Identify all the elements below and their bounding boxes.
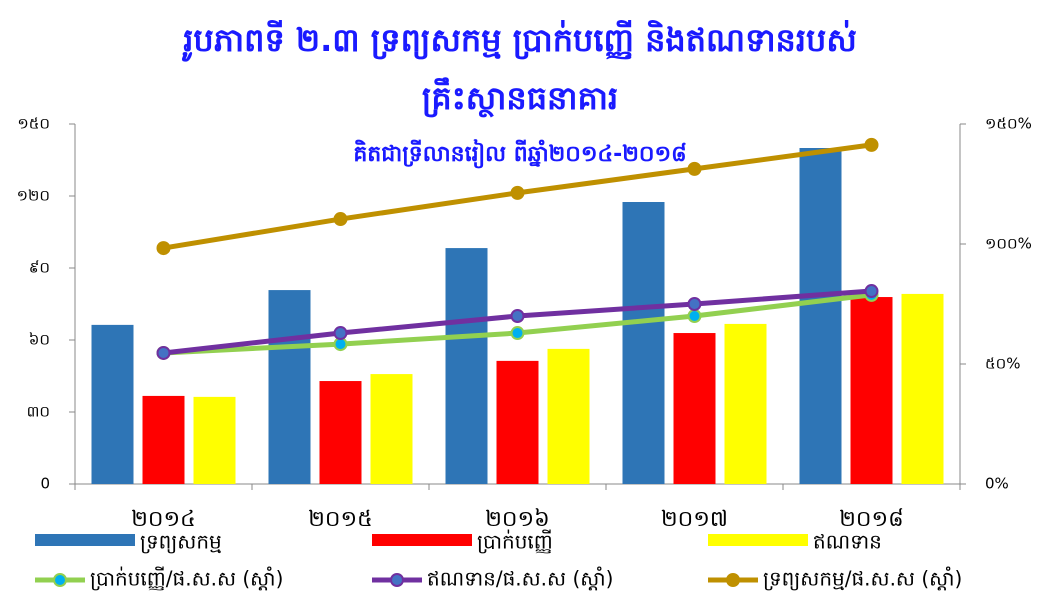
bar xyxy=(673,333,716,484)
line-marker xyxy=(864,137,879,152)
bar xyxy=(370,374,413,484)
y-tick-label: ១២០ xyxy=(17,187,50,205)
chart-title-line2: គ្រឹះស្ថានធនាគារ xyxy=(422,77,618,118)
y-tick-label: 0 xyxy=(40,475,50,493)
line-marker xyxy=(333,212,348,227)
legend-marker xyxy=(726,573,740,587)
legend-swatch xyxy=(35,534,135,546)
bar xyxy=(91,324,134,484)
legend-label: ឥណទាន/ផ.ស.ស (ស្តាំ) xyxy=(427,566,613,591)
bar xyxy=(319,381,362,484)
bar xyxy=(799,148,842,484)
line-marker xyxy=(510,326,525,341)
bar xyxy=(142,395,185,484)
line-marker xyxy=(687,161,702,176)
x-tick-label: ២០១៥ xyxy=(308,507,372,532)
y-tick-label: ៩០ xyxy=(29,259,50,277)
y-tick-label: ១៥០ xyxy=(17,115,50,133)
bar xyxy=(724,323,767,484)
line-marker xyxy=(864,284,879,299)
legend-marker xyxy=(390,573,404,587)
bar xyxy=(547,348,590,484)
bar xyxy=(850,297,893,484)
line-marker xyxy=(687,297,702,311)
line-marker xyxy=(510,309,525,323)
chart-subtitle: គិតជាទ្រីលានរៀល ពីឆ្នាំ២០១៤-២០១៨ xyxy=(353,139,686,169)
chart-title: រូបភាពទី ២.៣ ទ្រព្យសកម្ម ប្រាក់បញ្ញើ និង… xyxy=(181,20,856,62)
line-marker xyxy=(510,185,525,200)
legend-label: ប្រាក់បញ្ញើ xyxy=(477,529,553,554)
x-tick-label: ២០១៨ xyxy=(839,507,903,532)
x-tick-label: ២០១៦ xyxy=(485,507,549,532)
y-tick-label: ៣០ xyxy=(27,403,50,421)
bar xyxy=(622,202,665,484)
x-tick-label: ២០១៧ xyxy=(661,507,728,532)
line-marker xyxy=(687,309,702,323)
x-tick-label: ២០១៤ xyxy=(131,507,195,532)
y2-tick-label: 0% xyxy=(985,475,1009,493)
bar xyxy=(901,293,944,484)
line-marker xyxy=(333,326,348,341)
bar xyxy=(496,360,539,484)
bar xyxy=(268,290,311,484)
line-marker xyxy=(156,345,171,360)
line-marker xyxy=(156,241,171,256)
legend-label: ឥណទាន xyxy=(813,530,882,554)
legend-label: ទ្រព្យសកម្ម xyxy=(140,530,222,554)
y2-tick-label: ១៥០% xyxy=(985,115,1032,133)
y2-tick-label: ១០០% xyxy=(985,235,1032,253)
legend-label: ប្រាក់បញ្ញើ/ផ.ស.ស (ស្តាំ) xyxy=(90,566,283,591)
legend-label: ទ្រព្យសកម្ម/ផ.ស.ស (ស្តាំ) xyxy=(763,566,962,591)
y-tick-label: ៦០ xyxy=(29,331,50,349)
bar xyxy=(445,248,488,484)
legend-swatch xyxy=(708,534,808,546)
y2-tick-label: ៥០% xyxy=(985,355,1021,373)
legend-swatch xyxy=(372,534,472,546)
legend-marker xyxy=(53,573,67,587)
bar xyxy=(193,396,236,484)
